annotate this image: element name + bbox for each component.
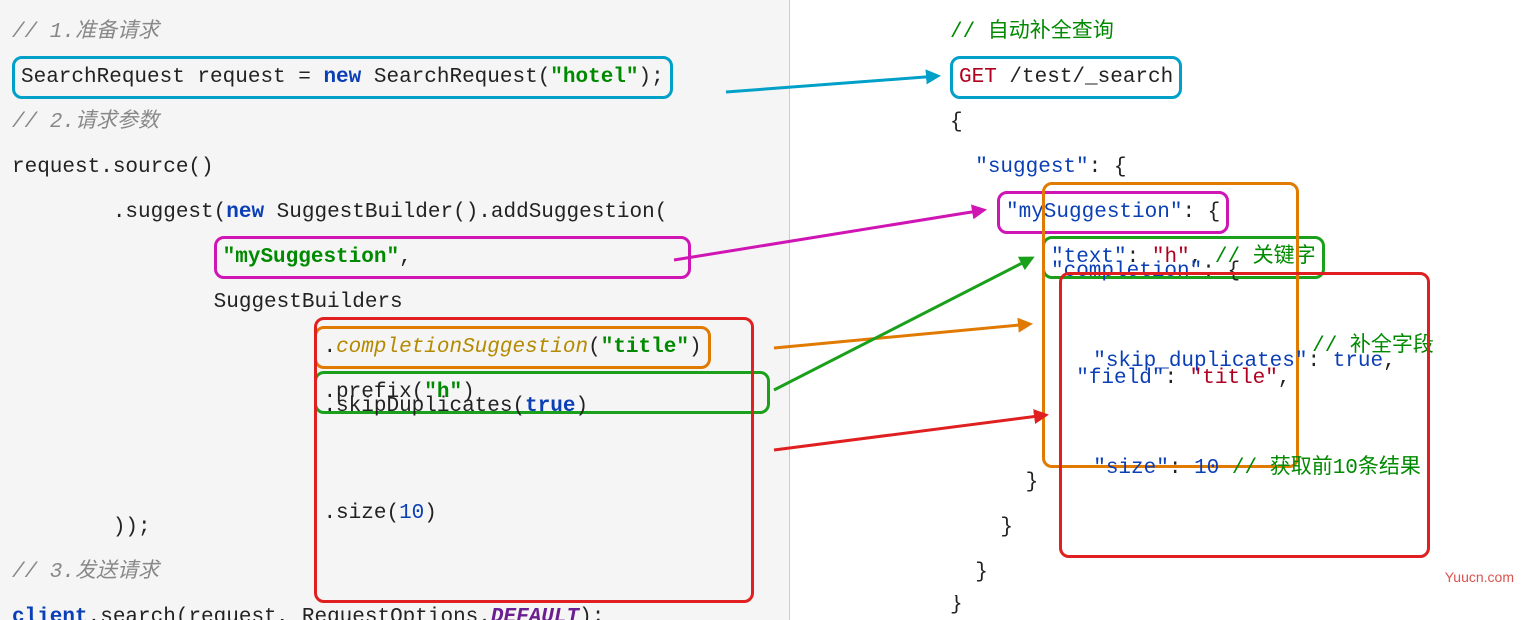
code-line: "mySuggestion", — [12, 235, 785, 280]
code-comment: // 2.请求参数 — [12, 100, 785, 145]
code-line: .skipDuplicates(true) .size(10) — [12, 415, 785, 505]
code-line: request.source() — [12, 145, 785, 190]
code-line: "skip_duplicates": true, "size": 10 // 获… — [802, 370, 1520, 460]
code-line: { — [802, 100, 1520, 145]
my-suggestion-box: "mySuggestion", — [214, 236, 691, 280]
code-comment: // 1.准备请求 — [12, 10, 785, 55]
watermark: Yuucn.com — [1445, 566, 1514, 588]
skip-size-box: .skipDuplicates(true) .size(10) — [314, 317, 754, 602]
skip-size-key-box: "skip_duplicates": true, "size": 10 // 获… — [1059, 272, 1430, 557]
json-query-panel: // 自动补全查询 GET /test/_search { "suggest":… — [790, 0, 1524, 620]
java-code-panel: // 1.准备请求 SearchRequest request = new Se… — [0, 0, 790, 620]
get-search-box: GET /test/_search — [950, 56, 1182, 100]
code-line: } — [802, 595, 1520, 615]
code-line: SearchRequest request = new SearchReques… — [12, 55, 785, 100]
code-comment: // 自动补全查询 — [802, 10, 1520, 55]
code-line: GET /test/_search — [802, 55, 1520, 100]
search-request-box: SearchRequest request = new SearchReques… — [12, 56, 673, 100]
code-line: .suggest(new SuggestBuilder().addSuggest… — [12, 190, 785, 235]
